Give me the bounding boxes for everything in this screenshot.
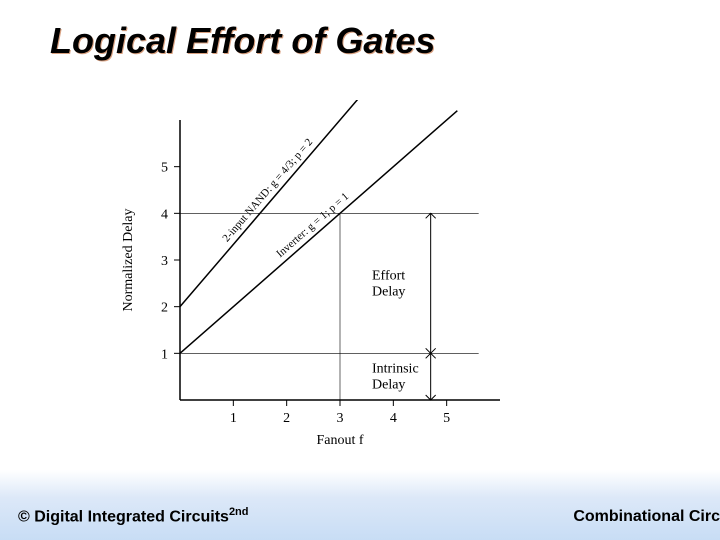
svg-text:3: 3 bbox=[161, 254, 168, 269]
footer-left-text: © Digital Integrated Circuits bbox=[18, 508, 229, 525]
svg-text:2: 2 bbox=[161, 301, 168, 316]
svg-text:Intrinsic: Intrinsic bbox=[372, 362, 419, 377]
svg-text:4: 4 bbox=[161, 207, 168, 222]
svg-text:1: 1 bbox=[161, 347, 168, 362]
footer-bar: © Digital Integrated Circuits2nd Combina… bbox=[0, 470, 720, 540]
footer-left: © Digital Integrated Circuits2nd bbox=[18, 506, 249, 526]
svg-text:Delay: Delay bbox=[372, 378, 405, 393]
footer-right: Combinational Circ bbox=[573, 508, 720, 526]
svg-text:Effort: Effort bbox=[372, 268, 405, 283]
footer-left-sup: 2nd bbox=[229, 506, 249, 518]
page-title: Logical Effort of Gates bbox=[50, 20, 435, 62]
svg-text:Fanout f: Fanout f bbox=[316, 433, 363, 448]
svg-text:5: 5 bbox=[161, 161, 168, 176]
svg-text:4: 4 bbox=[390, 411, 397, 426]
svg-text:3: 3 bbox=[337, 411, 344, 426]
svg-text:5: 5 bbox=[443, 411, 450, 426]
svg-text:Inverter: g = 1; p = 1: Inverter: g = 1; p = 1 bbox=[274, 190, 351, 260]
svg-text:Delay: Delay bbox=[372, 284, 405, 299]
svg-text:2: 2 bbox=[283, 411, 290, 426]
svg-text:1: 1 bbox=[230, 411, 237, 426]
logical-effort-chart: 1 2 3 4 5 1 2 3 4 5 Fanout f Normalized Delay Invert… bbox=[100, 100, 540, 460]
chart-svg: 1 2 3 4 5 1 2 3 4 5 Fanout f Normalized Delay Invert… bbox=[100, 100, 540, 460]
svg-text:Normalized Delay: Normalized Delay bbox=[121, 208, 136, 311]
